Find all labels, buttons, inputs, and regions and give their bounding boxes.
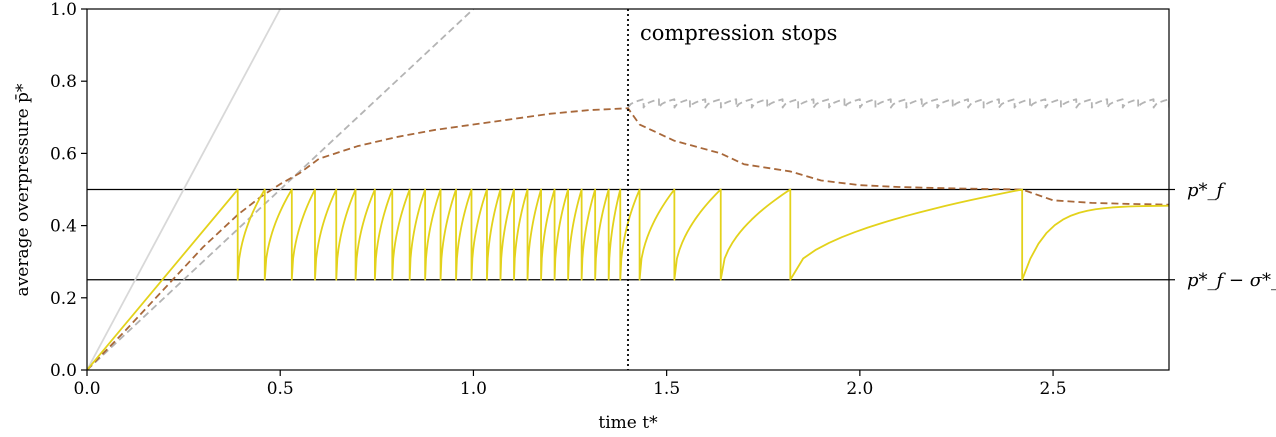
x-axis-label: time t* bbox=[598, 413, 658, 433]
compression-stops-annotation: compression stops bbox=[640, 21, 837, 45]
plot-lines bbox=[87, 9, 1169, 370]
y-tick-label-3: 0.6 bbox=[50, 144, 77, 164]
y-tick-label-4: 0.8 bbox=[50, 72, 77, 92]
pf-minus-sigma-label: p*_f − σ*_T bbox=[1187, 270, 1276, 291]
x-tick-label-3: 1.5 bbox=[653, 379, 680, 399]
axes: 0.0 0.5 1.0 1.5 2.0 2.5 0.0 0.2 0.4 0.6 0.8 1.0 bbox=[50, 0, 1175, 399]
y-tick-label-0: 0.0 bbox=[50, 361, 77, 381]
x-tick-label-1: 0.5 bbox=[267, 379, 294, 399]
x-tick-label-5: 2.5 bbox=[1040, 379, 1067, 399]
series-line-4 bbox=[87, 188, 1169, 370]
series-line-3 bbox=[87, 107, 1169, 370]
series-line-2 bbox=[627, 98, 1169, 109]
x-tick-label-4: 2.0 bbox=[846, 379, 873, 399]
y-axis-label: average overpressure p̄* bbox=[13, 83, 33, 296]
x-tick-label-0: 0.0 bbox=[73, 379, 100, 399]
pf-label: p*_f bbox=[1187, 180, 1227, 201]
series-line-0 bbox=[87, 9, 282, 370]
x-tick-label-2: 1.0 bbox=[460, 379, 487, 399]
y-tick-label-2: 0.4 bbox=[50, 217, 77, 237]
series-line-1 bbox=[87, 9, 475, 370]
y-tick-label-5: 1.0 bbox=[50, 0, 77, 20]
y-tick-label-1: 0.2 bbox=[50, 289, 77, 309]
